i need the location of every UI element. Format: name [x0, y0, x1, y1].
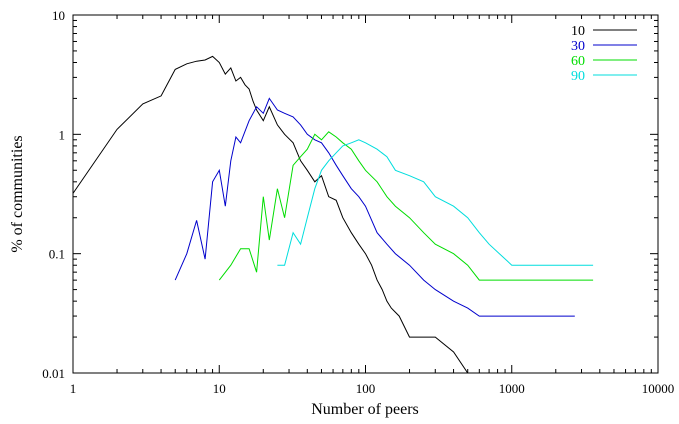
y-tick-label: 1 — [59, 127, 66, 142]
x-tick-label: 10000 — [642, 381, 675, 396]
y-axis-title: % of communities — [9, 135, 26, 252]
legend-label-10: 10 — [571, 24, 585, 39]
axis-ticks: 1 10 100 1000 10000 0.01 0.1 1 10 — [42, 8, 674, 396]
y-tick-label: 0.1 — [49, 247, 65, 262]
series-line-60 — [218, 131, 594, 281]
x-tick-label: 100 — [356, 381, 376, 396]
legend-label-90: 90 — [571, 69, 585, 84]
series-line-10 — [72, 55, 542, 374]
y-tick-label: 10 — [52, 8, 65, 23]
x-tick-label: 10 — [213, 381, 226, 396]
series-line-90 — [277, 139, 594, 266]
y-tick-label: 0.01 — [42, 366, 65, 381]
series-layer — [72, 55, 594, 374]
x-axis-title: Number of peers — [311, 401, 419, 418]
x-tick-label: 1 — [70, 381, 77, 396]
legend-label-30: 30 — [571, 39, 585, 54]
legend-label-60: 60 — [571, 54, 585, 69]
series-line-30 — [174, 97, 575, 317]
x-tick-label: 1000 — [499, 381, 525, 396]
